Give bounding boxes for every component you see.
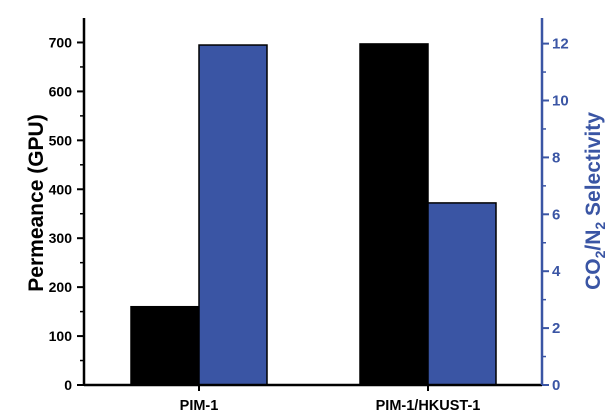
y-axis-right-label: CO2/N2 Selectivity	[582, 112, 607, 290]
bar-pim-1-series-2	[198, 44, 268, 386]
y-left-tick-label: 700	[49, 34, 73, 50]
y-right-tick-label: 12	[552, 36, 569, 53]
y-right-tick-label: 8	[552, 149, 560, 166]
y-axis-right-label-part: Selectivity	[582, 112, 605, 222]
y-right-tick-label: 4	[552, 263, 561, 280]
bar-pim-1-hkust-1-series-2	[427, 202, 497, 386]
y-left-tick-label: 200	[49, 279, 73, 295]
y-right-tick-label: 0	[552, 377, 560, 394]
bar-pim-1-hkust-1-series-1	[359, 43, 429, 386]
y-right-tick-label: 2	[552, 320, 560, 337]
left-axis-ticks: 0 100 200 300 400 500 600 700	[49, 34, 84, 393]
y-axis-right-label-part: 2	[592, 222, 607, 230]
y-left-tick-label: 500	[49, 132, 73, 148]
y-right-tick-label: 10	[552, 93, 569, 110]
bars-layer	[130, 43, 497, 386]
y-axis-left-label: Permeance (GPU)	[25, 114, 48, 291]
y-left-tick-label: 300	[49, 230, 73, 246]
y-left-tick-label: 0	[64, 377, 72, 393]
y-left-tick-label: 100	[49, 328, 73, 344]
right-axis-ticks: 0 2 4 6 8 10 12	[542, 36, 569, 394]
y-axis-right-label-part: 2	[592, 250, 607, 258]
x-category-label: PIM-1	[180, 398, 219, 414]
x-category-label: PIM-1/HKUST-1	[376, 398, 481, 414]
y-left-tick-label: 600	[49, 83, 73, 99]
y-right-tick-label: 6	[552, 206, 560, 223]
bar-pim-1-series-1	[130, 305, 200, 386]
axes-layer	[82, 18, 544, 387]
category-labels: PIM-1 PIM-1/HKUST-1	[180, 385, 481, 414]
y-left-tick-label: 400	[49, 181, 73, 197]
y-axis-right-label-part: CO	[582, 258, 605, 290]
y-axis-right-label-part: /N	[582, 230, 605, 251]
